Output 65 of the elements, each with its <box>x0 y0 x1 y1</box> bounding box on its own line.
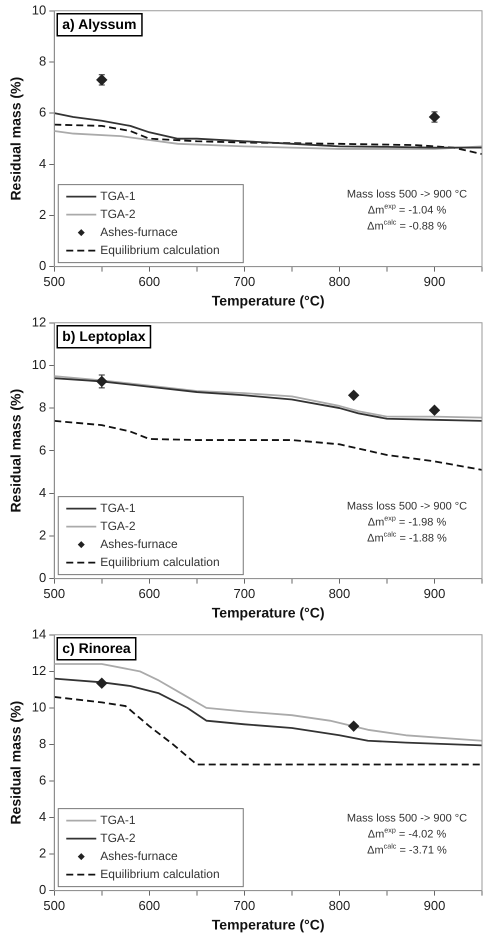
legend-label: TGA-1 <box>100 500 136 515</box>
y-tick-label: 6 <box>39 104 46 120</box>
x-axis-title: Temperature (°C) <box>212 604 324 620</box>
line-series <box>54 696 482 766</box>
y-tick-label: 2 <box>39 207 46 222</box>
y-axis-title: Residual mass (%) <box>7 388 24 513</box>
y-tick-label: 0 <box>39 258 46 274</box>
point <box>348 390 360 401</box>
y-tick-label: 6 <box>39 442 46 458</box>
y-tick-label: 8 <box>39 54 46 69</box>
annotation: Mass loss 500 -> 900 °C <box>346 812 468 825</box>
line-series <box>54 124 482 155</box>
x-tick-label: 600 <box>138 586 160 601</box>
line-series <box>54 420 482 471</box>
annotation: Mass loss 500 -> 900 °C <box>346 188 468 201</box>
y-tick-label: 8 <box>39 400 46 415</box>
legend-label: TGA-2 <box>100 206 136 221</box>
y-tick-label: 0 <box>39 570 46 586</box>
x-tick-label: 900 <box>424 898 446 913</box>
y-tick-label: 10 <box>32 699 46 714</box>
x-axis-title: Temperature (°C) <box>212 916 324 932</box>
x-tick-label: 500 <box>43 586 66 601</box>
x-tick-label: 600 <box>138 274 160 289</box>
x-tick-label: 800 <box>328 586 350 601</box>
legend-label: TGA-1 <box>100 188 136 203</box>
y-tick-label: 8 <box>39 736 46 752</box>
y-tick-label: 12 <box>32 662 46 678</box>
annotation: Mass loss 500 -> 900 °C <box>346 500 468 513</box>
y-tick-label: 6 <box>39 772 46 788</box>
x-tick-label: 900 <box>424 586 446 601</box>
chart-title: c) Rinorea <box>62 640 131 656</box>
legend-label: TGA-2 <box>100 518 136 533</box>
legend-label: Equilibrium calculation <box>100 866 220 881</box>
y-tick-label: 4 <box>39 484 46 500</box>
x-tick-label: 500 <box>43 898 66 913</box>
legend-label: Ashes-furnace <box>100 848 178 863</box>
legend-label: TGA-2 <box>100 830 136 845</box>
x-tick-label: 700 <box>234 274 256 289</box>
x-tick-label: 500 <box>43 274 66 289</box>
legend-label: Equilibrium calculation <box>100 554 220 569</box>
y-tick-label: 10 <box>32 2 46 18</box>
y-tick-label: 2 <box>39 528 46 543</box>
x-tick-label: 600 <box>138 898 160 913</box>
chart-title: a) Alyssum <box>62 16 136 32</box>
y-tick-label: 0 <box>39 882 46 898</box>
point <box>428 404 440 416</box>
y-tick-label: 14 <box>32 626 46 642</box>
legend-label: TGA-1 <box>100 812 136 827</box>
x-axis-title: Temperature (°C) <box>212 292 324 308</box>
y-tick-label: 2 <box>39 846 46 861</box>
legend-label: Ashes-furnace <box>100 536 178 551</box>
legend-label: Equilibrium calculation <box>100 242 220 257</box>
x-tick-label: 800 <box>328 274 350 289</box>
x-tick-label: 700 <box>234 586 256 601</box>
y-tick-label: 12 <box>32 314 46 330</box>
x-tick-label: 900 <box>424 274 446 289</box>
y-axis-title: Residual mass (%) <box>7 700 24 825</box>
chart-title: b) Leptoplax <box>62 328 146 344</box>
x-tick-label: 700 <box>234 898 256 913</box>
y-tick-label: 10 <box>32 357 46 372</box>
legend-label: Ashes-furnace <box>100 224 178 239</box>
y-tick-label: 4 <box>39 809 46 824</box>
x-tick-label: 800 <box>328 898 350 913</box>
y-tick-label: 4 <box>39 156 46 171</box>
y-axis-title: Residual mass (%) <box>7 76 24 201</box>
